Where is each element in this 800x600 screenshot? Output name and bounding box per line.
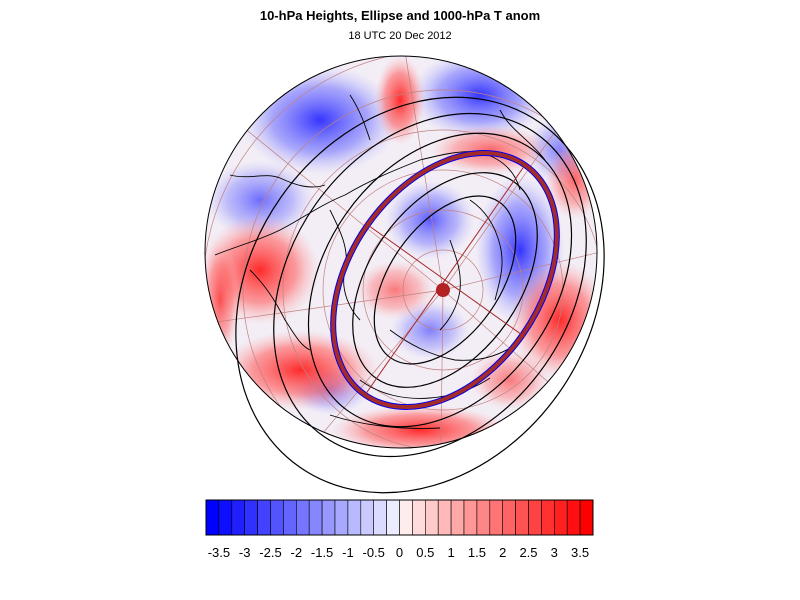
colorbar-cell: [450, 499, 465, 536]
colorbar-tick-label: 3: [551, 545, 558, 560]
colorbar-tick-label: 0: [396, 545, 403, 560]
colorbar-tick-label: -2: [291, 545, 303, 560]
colorbar-cell: [424, 499, 439, 536]
colorbar-tick-label: 1.5: [468, 545, 486, 560]
colorbar-labels: -3.5 -3 -2.5 -2 -1.5 -1 -0.5 0 0.5 1 1.5 2 2.5 3 3.5: [208, 545, 589, 560]
colorbar-cell: [321, 499, 336, 536]
colorbar-cell: [270, 499, 284, 536]
colorbar-tick-label: -1: [342, 545, 354, 560]
colorbar-cell: [541, 499, 555, 536]
colorbar-cell: [360, 499, 374, 536]
globe-outline: [204, 55, 598, 449]
colorbar-cell: [334, 499, 349, 536]
colorbar-tick-label: 2.5: [519, 545, 537, 560]
colorbar-cell: [308, 499, 323, 536]
colorbar-cell: [283, 499, 297, 536]
colorbar-cell: [515, 499, 529, 536]
colorbar-cell: [399, 499, 413, 536]
colorbar-cell: [437, 499, 452, 536]
colorbar-tick-label: 0.5: [416, 545, 434, 560]
map-subtitle: 18 UTC 20 Dec 2012: [348, 30, 452, 42]
colorbar-cell: [553, 499, 568, 536]
colorbar-tick-label: -3: [239, 545, 251, 560]
colorbar-cells: [205, 499, 594, 536]
map-title: 10-hPa Heights, Ellipse and 1000-hPa T a…: [259, 8, 541, 23]
colorbar-cell: [373, 499, 387, 536]
colorbar-cell: [502, 499, 516, 536]
colorbar-cell: [412, 499, 426, 536]
colorbar-cell: [244, 499, 258, 536]
colorbar-cell: [347, 499, 362, 536]
colorbar-tick-label: -2.5: [259, 545, 281, 560]
vortex-ellipse: [330, 150, 560, 410]
colorbar-tick-label: -0.5: [362, 545, 384, 560]
vortex-center-marker: [436, 283, 450, 297]
colorbar-cell: [476, 499, 491, 536]
colorbar-cell: [205, 499, 220, 536]
colorbar-tick-label: -3.5: [208, 545, 230, 560]
colorbar-cell: [489, 499, 503, 536]
colorbar-cell: [566, 499, 581, 536]
colorbar-cell: [386, 499, 400, 536]
colorbar-cell: [257, 499, 271, 536]
colorbar-cell: [231, 499, 246, 536]
colorbar-tick-label: 3.5: [571, 545, 589, 560]
colorbar-cell: [579, 499, 594, 536]
colorbar-cell: [463, 499, 478, 536]
colorbar-tick-label: -1.5: [311, 545, 333, 560]
colorbar-frame: [205, 499, 594, 536]
colorbar-cell: [295, 499, 310, 536]
colorbar-cell: [528, 499, 542, 536]
colorbar-cell: [218, 499, 233, 536]
colorbar-tick-label: 1: [447, 545, 454, 560]
colorbar-tick-label: 2: [499, 545, 506, 560]
